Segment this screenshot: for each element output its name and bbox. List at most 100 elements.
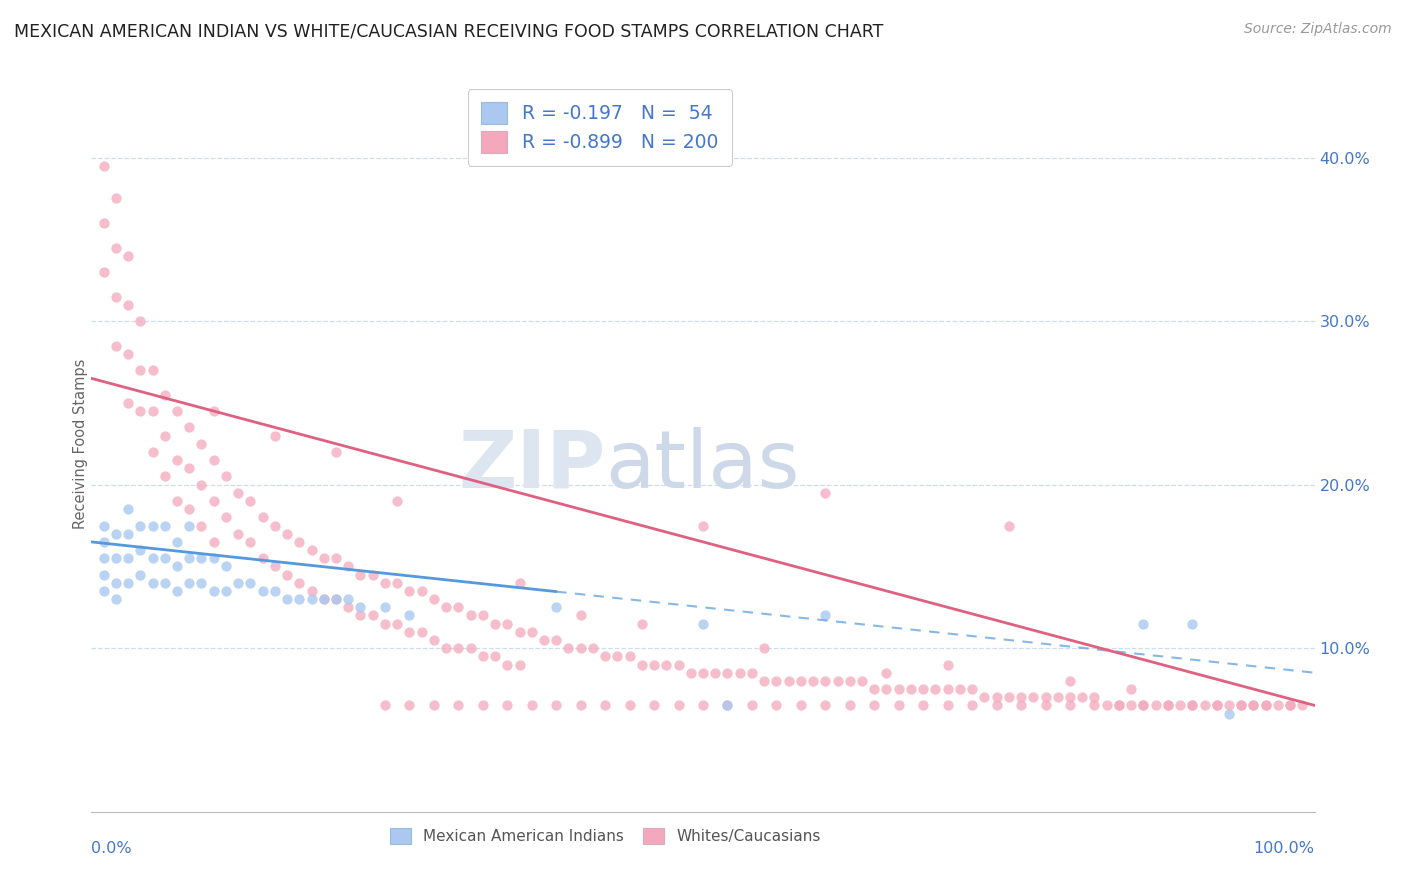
Point <box>129 314 152 328</box>
Point <box>93 159 115 173</box>
Point <box>1267 698 1289 713</box>
Point <box>411 624 433 639</box>
Point <box>496 657 519 672</box>
Point <box>1108 698 1130 713</box>
Point <box>1157 698 1180 713</box>
Point <box>814 673 837 688</box>
Point <box>153 428 176 442</box>
Point <box>239 494 262 508</box>
Point <box>276 526 298 541</box>
Point <box>312 592 335 607</box>
Point <box>166 494 188 508</box>
Point <box>986 698 1008 713</box>
Point <box>325 592 347 607</box>
Point <box>1121 698 1143 713</box>
Point <box>179 551 201 566</box>
Point <box>398 698 420 713</box>
Point <box>141 518 163 533</box>
Point <box>509 575 531 590</box>
Point <box>1010 698 1032 713</box>
Point <box>398 583 420 598</box>
Point <box>692 698 714 713</box>
Point <box>179 575 201 590</box>
Point <box>202 453 225 467</box>
Point <box>264 583 287 598</box>
Point <box>374 600 396 615</box>
Point <box>129 543 152 558</box>
Point <box>912 681 935 696</box>
Point <box>679 665 702 680</box>
Point <box>1108 698 1130 713</box>
Point <box>1121 681 1143 696</box>
Point <box>434 600 457 615</box>
Point <box>619 649 641 664</box>
Point <box>202 583 225 598</box>
Point <box>349 608 371 623</box>
Point <box>374 698 396 713</box>
Point <box>166 559 188 574</box>
Point <box>361 608 384 623</box>
Point <box>349 600 371 615</box>
Point <box>1181 698 1204 713</box>
Point <box>447 641 470 656</box>
Point <box>141 363 163 377</box>
Point <box>179 420 201 434</box>
Point <box>141 575 163 590</box>
Point <box>1010 690 1032 705</box>
Point <box>215 510 238 524</box>
Point <box>239 534 262 549</box>
Point <box>349 567 371 582</box>
Point <box>288 592 311 607</box>
Point <box>754 673 776 688</box>
Point <box>1279 698 1302 713</box>
Point <box>202 404 225 418</box>
Point <box>264 518 287 533</box>
Point <box>166 534 188 549</box>
Point <box>863 698 886 713</box>
Point <box>312 551 335 566</box>
Point <box>471 608 494 623</box>
Point <box>460 641 482 656</box>
Point <box>252 510 274 524</box>
Point <box>484 616 506 631</box>
Point <box>153 551 176 566</box>
Point <box>582 641 605 656</box>
Point <box>141 404 163 418</box>
Point <box>912 698 935 713</box>
Point <box>288 534 311 549</box>
Point <box>385 575 409 590</box>
Point <box>1243 698 1265 713</box>
Point <box>631 616 654 631</box>
Point <box>166 453 188 467</box>
Point <box>1205 698 1227 713</box>
Point <box>765 698 787 713</box>
Point <box>117 526 139 541</box>
Text: ZIP: ZIP <box>458 427 605 505</box>
Point <box>202 494 225 508</box>
Point <box>546 633 568 648</box>
Point <box>337 559 360 574</box>
Point <box>1071 690 1094 705</box>
Point <box>1046 690 1069 705</box>
Point <box>202 534 225 549</box>
Point <box>190 575 212 590</box>
Point <box>765 673 787 688</box>
Point <box>226 526 249 541</box>
Text: MEXICAN AMERICAN INDIAN VS WHITE/CAUCASIAN RECEIVING FOOD STAMPS CORRELATION CHA: MEXICAN AMERICAN INDIAN VS WHITE/CAUCASI… <box>14 22 883 40</box>
Point <box>117 249 139 263</box>
Point <box>790 673 813 688</box>
Point <box>385 616 409 631</box>
Point <box>936 698 959 713</box>
Point <box>716 698 738 713</box>
Point <box>129 567 152 582</box>
Point <box>924 681 946 696</box>
Point <box>838 698 860 713</box>
Point <box>986 690 1008 705</box>
Point <box>104 240 127 255</box>
Point <box>1230 698 1253 713</box>
Point <box>93 518 115 533</box>
Point <box>936 657 959 672</box>
Point <box>104 526 127 541</box>
Point <box>276 567 298 582</box>
Point <box>509 624 531 639</box>
